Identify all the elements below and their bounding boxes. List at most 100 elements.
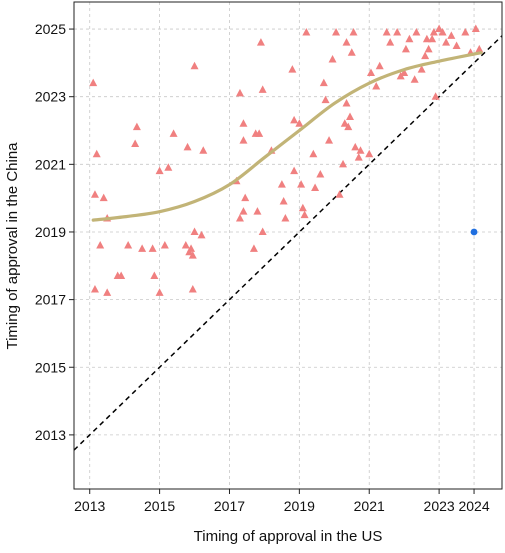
data-point-triangle bbox=[124, 241, 133, 249]
data-point-triangle bbox=[117, 271, 126, 279]
data-point-triangle bbox=[298, 203, 307, 212]
data-point-triangle bbox=[354, 153, 363, 161]
data-point-triangle bbox=[428, 34, 437, 43]
data-point-triangle bbox=[424, 44, 433, 53]
data-point-triangle bbox=[190, 61, 199, 70]
x-axis-label: Timing of approval in the US bbox=[194, 528, 383, 545]
x-tick-label: 2021 bbox=[354, 498, 385, 514]
x-tick-label: 2015 bbox=[144, 498, 175, 514]
data-point-triangle bbox=[253, 207, 262, 215]
data-point-triangle bbox=[366, 68, 375, 77]
data-point-triangle bbox=[365, 149, 374, 158]
data-point-triangle bbox=[319, 78, 328, 87]
data-point-triangle bbox=[332, 27, 341, 36]
data-point-triangle bbox=[258, 85, 267, 93]
data-point-triangle bbox=[335, 190, 344, 198]
data-point-triangle bbox=[197, 230, 206, 239]
data-point-triangle bbox=[279, 197, 288, 205]
data-point-triangle bbox=[471, 24, 480, 33]
data-point-triangle bbox=[356, 146, 365, 154]
data-point-triangle bbox=[188, 284, 197, 293]
data-point-triangle bbox=[347, 48, 356, 56]
x-tick-label: 2024 bbox=[458, 498, 489, 514]
data-point-triangle bbox=[325, 136, 334, 144]
data-point-triangle bbox=[339, 159, 348, 168]
y-tick-label: 2015 bbox=[35, 359, 66, 375]
data-point-triangle bbox=[386, 38, 395, 46]
trend-curve bbox=[91, 51, 483, 222]
data-point-triangle bbox=[435, 24, 444, 33]
y-tick-label: 2017 bbox=[35, 292, 66, 308]
x-tick-label: 2017 bbox=[214, 498, 245, 514]
data-point-triangle bbox=[155, 288, 164, 296]
data-point-triangle bbox=[199, 146, 208, 154]
data-point-triangle bbox=[138, 244, 147, 252]
data-point-triangle bbox=[340, 119, 349, 127]
data-point-triangle bbox=[321, 95, 330, 104]
data-point-triangle bbox=[181, 241, 190, 249]
data-point-triangle bbox=[342, 98, 351, 107]
data-point-triangle bbox=[277, 180, 286, 188]
x-tick-label: 2013 bbox=[74, 498, 105, 514]
data-point-triangle bbox=[90, 284, 99, 293]
data-point-triangle bbox=[235, 213, 244, 222]
data-point-triangle bbox=[309, 149, 318, 158]
data-point-triangle bbox=[422, 34, 431, 43]
x-tick-label: 2023 bbox=[424, 498, 455, 514]
data-point-triangle bbox=[92, 149, 101, 158]
data-point-triangle bbox=[372, 82, 381, 90]
data-point-triangle bbox=[183, 142, 192, 151]
plot-frame bbox=[73, 1, 503, 490]
data-point-triangle bbox=[258, 227, 267, 235]
data-point-triangle bbox=[302, 27, 311, 36]
data-point-triangle bbox=[461, 27, 470, 36]
data-point-triangle bbox=[342, 38, 351, 46]
data-point-triangle bbox=[164, 163, 173, 171]
data-point-triangle bbox=[297, 180, 306, 188]
data-point-triangle bbox=[438, 27, 447, 36]
data-point-triangle bbox=[316, 169, 325, 178]
data-point-triangle bbox=[475, 44, 484, 53]
data-point-triangle bbox=[295, 119, 304, 127]
data-point-triangle bbox=[421, 51, 430, 60]
data-point-triangle bbox=[400, 68, 409, 77]
data-point-triangle bbox=[190, 227, 199, 235]
data-point-triangle bbox=[255, 129, 264, 137]
data-point-triangle bbox=[99, 193, 108, 202]
data-point-triangle bbox=[346, 112, 355, 120]
data-point-triangle bbox=[131, 139, 140, 148]
data-point-triangle bbox=[169, 129, 178, 137]
data-point-triangle bbox=[96, 241, 105, 249]
data-point-triangle bbox=[393, 27, 402, 36]
data-point-triangle bbox=[160, 241, 169, 249]
data-point-triangle bbox=[300, 210, 309, 219]
data-point-triangle bbox=[132, 122, 141, 131]
data-point-triangle bbox=[375, 61, 384, 70]
y-axis-label: Timing of approval in the China bbox=[4, 142, 21, 350]
data-point-triangle bbox=[150, 271, 159, 279]
y-tick-label: 2019 bbox=[35, 224, 66, 240]
data-point-triangle bbox=[148, 244, 157, 252]
data-point-triangle bbox=[412, 27, 421, 36]
grid bbox=[74, 2, 502, 489]
data-point-triangle bbox=[187, 244, 196, 252]
data-point-triangle bbox=[401, 44, 410, 53]
data-point-triangle bbox=[188, 251, 197, 259]
data-point-triangle bbox=[290, 115, 299, 124]
y-tick-label: 2013 bbox=[35, 427, 66, 443]
y-tick-label: 2023 bbox=[35, 89, 66, 105]
data-point-triangle bbox=[239, 119, 248, 127]
data-point-triangle bbox=[241, 193, 250, 202]
data-point-triangle bbox=[249, 244, 258, 252]
data-point-triangle bbox=[281, 213, 290, 222]
data-point-triangle bbox=[103, 288, 112, 296]
data-point-triangle bbox=[290, 166, 299, 175]
data-point-triangle bbox=[452, 41, 461, 49]
data-point-triangle bbox=[351, 142, 360, 151]
data-point-triangle bbox=[239, 207, 248, 215]
data-point-triangle bbox=[256, 38, 265, 46]
fit-curve bbox=[91, 51, 483, 222]
diagonal-reference-line bbox=[74, 35, 502, 451]
data-point-triangle bbox=[155, 166, 164, 175]
data-point-triangle bbox=[89, 78, 98, 87]
